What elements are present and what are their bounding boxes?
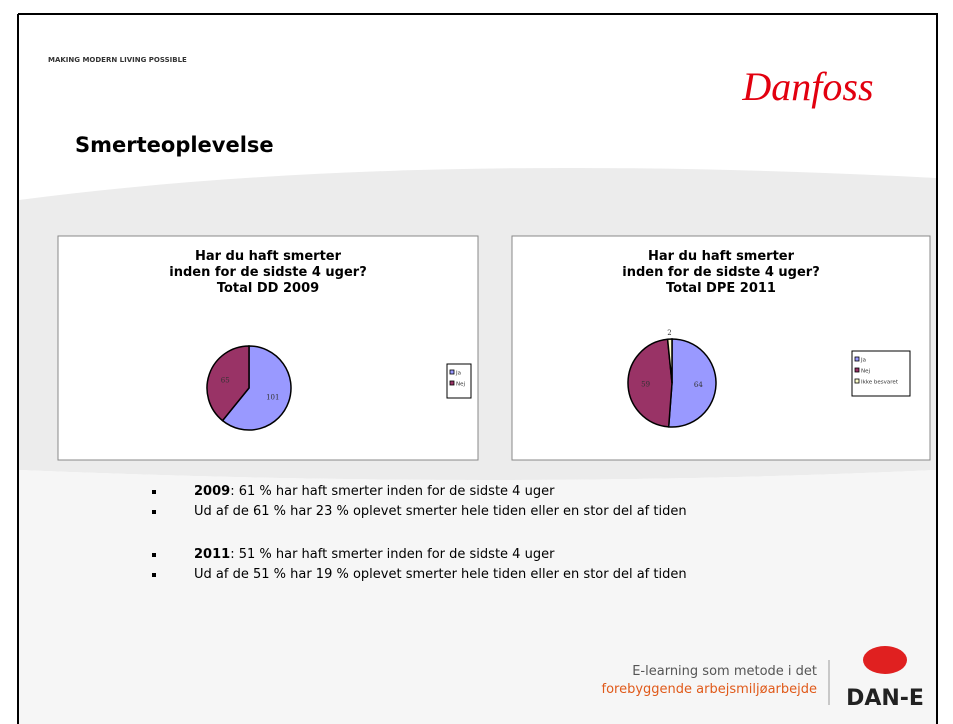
legend-swatch (854, 378, 860, 384)
data-label: 2 (667, 329, 671, 337)
data-label: 65 (221, 377, 230, 385)
chart-box (511, 235, 931, 461)
bullet-year: 2011 (194, 547, 231, 562)
legend-swatch (449, 380, 455, 386)
bullet-text: : 51 % har haft smerter inden for de sid… (230, 547, 555, 562)
tagline: MAKING MODERN LIVING POSSIBLE (48, 56, 187, 64)
mascot (863, 646, 907, 674)
legend-label: Nej (861, 369, 870, 375)
slide-title: Smerteoplevelse (75, 133, 274, 157)
legend-label: Nej (456, 382, 465, 388)
frame (18, 13, 938, 724)
legend-label: Ja (455, 371, 461, 377)
bullet-group: 2009: 61 % har haft smerter inden for de… (152, 484, 687, 524)
pie-slice (206, 345, 250, 422)
chart-title: Har du haft smerter (195, 249, 342, 264)
data-label: 59 (641, 380, 650, 388)
chart-title: inden for de sidste 4 uger? (169, 265, 366, 280)
bullet-text: Ud af de 61 % har 23 % oplevet smerter h… (194, 504, 687, 519)
data-label: 101 (266, 393, 279, 401)
footer-line2: forebyggende arbejsmiljøarbejde (602, 682, 817, 697)
legend-swatch (449, 369, 455, 375)
data-label: 64 (694, 381, 703, 389)
chart-title: Total DD 2009 (217, 281, 319, 296)
bullet-year: 2009 (194, 484, 231, 499)
pie-slice (666, 338, 673, 384)
bullet: Ud af de 51 % har 19 % oplevet smerter h… (152, 567, 687, 587)
bullet-text: : 61 % har haft smerter inden for de sid… (230, 484, 555, 499)
pie-slice (667, 338, 717, 428)
background-lower (19, 470, 936, 724)
pie-slice (221, 345, 292, 431)
bullet-text: Ud af de 51 % har 19 % oplevet smerter h… (194, 567, 687, 582)
bullet-group: 2011: 51 % har haft smerter inden for de… (152, 547, 687, 587)
legend-label: Ikke besvaret (861, 380, 899, 386)
pie-slice (627, 338, 673, 428)
legend-swatch (854, 367, 860, 373)
chart-title: inden for de sidste 4 uger? (622, 265, 819, 280)
legend-swatch (854, 356, 860, 362)
legend-box (851, 350, 911, 397)
legend-label: Ja (860, 358, 866, 364)
bullet: 2009: 61 % har haft smerter inden for de… (152, 484, 687, 504)
footer-line1: E-learning som metode i det (632, 664, 817, 679)
bullet: Ud af de 61 % har 23 % oplevet smerter h… (152, 504, 687, 524)
chart-title: Total DPE 2011 (666, 281, 776, 296)
bullet: 2011: 51 % har haft smerter inden for de… (152, 547, 687, 567)
footer-logo: DAN-E (846, 686, 924, 711)
logo: Danfoss (741, 64, 873, 109)
chart-title: Har du haft smerter (648, 249, 795, 264)
